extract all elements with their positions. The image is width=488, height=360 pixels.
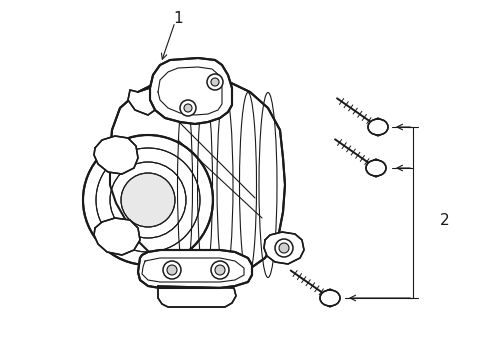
- Circle shape: [83, 135, 213, 265]
- Polygon shape: [158, 286, 236, 307]
- Circle shape: [210, 261, 228, 279]
- Polygon shape: [94, 218, 140, 255]
- Circle shape: [110, 162, 185, 238]
- Circle shape: [215, 265, 224, 275]
- Circle shape: [206, 74, 223, 90]
- Circle shape: [121, 173, 175, 227]
- Text: 2: 2: [439, 212, 449, 228]
- Circle shape: [274, 239, 292, 257]
- Circle shape: [163, 261, 181, 279]
- Polygon shape: [322, 289, 337, 307]
- Circle shape: [279, 243, 288, 253]
- Ellipse shape: [365, 160, 385, 176]
- Circle shape: [210, 78, 219, 86]
- Ellipse shape: [367, 119, 387, 135]
- Polygon shape: [94, 136, 138, 174]
- Polygon shape: [138, 250, 251, 288]
- Ellipse shape: [319, 290, 339, 306]
- Circle shape: [180, 100, 196, 116]
- Polygon shape: [369, 118, 385, 136]
- Polygon shape: [264, 232, 304, 264]
- Circle shape: [167, 265, 177, 275]
- Polygon shape: [128, 88, 155, 115]
- Text: 1: 1: [173, 10, 183, 26]
- Circle shape: [183, 104, 192, 112]
- Polygon shape: [110, 78, 285, 278]
- Polygon shape: [367, 159, 383, 177]
- Circle shape: [96, 148, 200, 252]
- Polygon shape: [150, 58, 231, 124]
